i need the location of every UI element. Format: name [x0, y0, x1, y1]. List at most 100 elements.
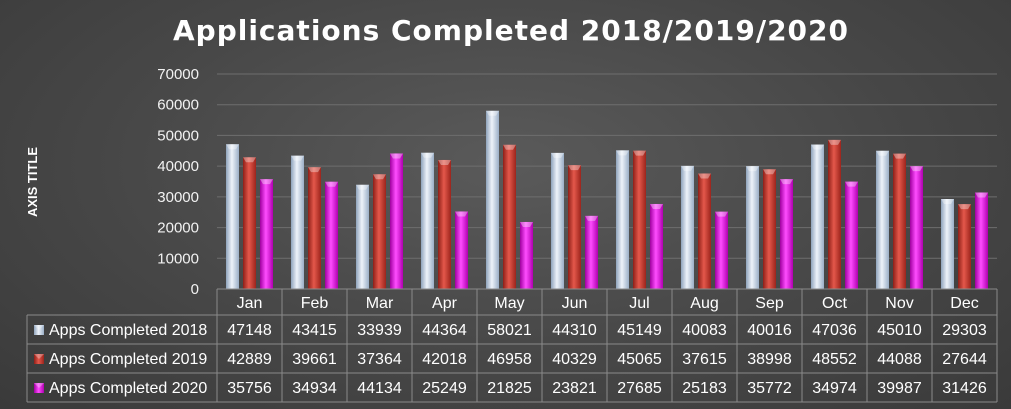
bar-bevel: [390, 153, 403, 159]
legend-key-bevel: [34, 325, 44, 330]
table-cell-2-feb: 39661: [292, 351, 337, 368]
bar-bevel: [698, 173, 711, 179]
table-cell-3-sep: 35772: [747, 380, 792, 397]
table-cell-3-dec: 31426: [942, 380, 987, 397]
x-tick-label-sep: Sep: [755, 295, 784, 312]
bar-body: [551, 152, 564, 289]
bar-bevel: [715, 211, 728, 217]
bar-body: [243, 157, 256, 289]
table-cell-3-mar: 44134: [357, 380, 402, 397]
bar-body: [811, 144, 824, 289]
bar-bevel: [633, 150, 646, 156]
bar-bevel: [308, 167, 321, 173]
legend-entry-3: Apps Completed 2020: [49, 380, 207, 397]
bar-body: [845, 181, 858, 289]
bar-apps-completed-2019-jan: [243, 157, 256, 289]
bar-apps-completed-2020-jul: [650, 203, 663, 289]
bar-body: [893, 153, 906, 289]
bar-apps-completed-2018-nov: [876, 150, 889, 289]
table-cell-2-aug: 37615: [682, 351, 727, 368]
bar-bevel: [763, 169, 776, 175]
bar-bevel: [503, 144, 516, 150]
table-cell-1-aug: 40083: [682, 322, 727, 339]
x-tick-label-aug: Aug: [690, 295, 718, 312]
bar-apps-completed-2018-jul: [616, 150, 629, 289]
bar-body: [910, 166, 923, 289]
x-tick-label-oct: Oct: [822, 295, 847, 312]
legend-key-2: [34, 354, 44, 364]
bar-apps-completed-2020-may: [520, 221, 533, 289]
bar-body: [438, 159, 451, 289]
bar-apps-completed-2019-mar: [373, 174, 386, 289]
y-tick-label-7: 70000: [157, 66, 199, 83]
bar-apps-completed-2018-aug: [681, 165, 694, 289]
legend-entry-1: Apps Completed 2018: [49, 322, 207, 339]
x-tick-label-feb: Feb: [301, 295, 329, 312]
bar-apps-completed-2019-feb: [308, 167, 321, 289]
table-cell-3-jul: 27685: [617, 380, 662, 397]
bar-body: [958, 204, 971, 289]
y-axis-label: AXIS TITLE: [25, 147, 40, 217]
bar-apps-completed-2020-feb: [325, 181, 338, 289]
bar-body: [226, 144, 239, 289]
bar-body: [780, 179, 793, 289]
x-tick-label-may: May: [494, 295, 524, 312]
bar-body: [698, 173, 711, 289]
legend-key-bevel: [34, 354, 44, 359]
bar-apps-completed-2019-nov: [893, 153, 906, 289]
bar-body: [941, 198, 954, 289]
table-cell-2-jun: 40329: [552, 351, 597, 368]
bar-body: [308, 167, 321, 289]
x-tick-label-apr: Apr: [432, 295, 458, 312]
table-cell-2-may: 46958: [487, 351, 532, 368]
bar-apps-completed-2020-aug: [715, 211, 728, 289]
bar-body: [585, 215, 598, 289]
bar-body: [520, 221, 533, 289]
bar-apps-completed-2019-oct: [828, 139, 841, 289]
bar-body: [975, 192, 988, 289]
bar-bevel: [568, 165, 581, 171]
y-tick-label-6: 60000: [157, 97, 199, 114]
x-tick-label-jul: Jul: [629, 295, 649, 312]
bar-body: [291, 155, 304, 289]
table-cell-1-nov: 45010: [877, 322, 922, 339]
y-tick-label-5: 50000: [157, 127, 199, 144]
table-cell-1-oct: 47036: [812, 322, 857, 339]
bar-bevel: [975, 192, 988, 198]
bar-bevel: [260, 179, 273, 185]
table-cell-2-sep: 38998: [747, 351, 792, 368]
bar-bevel: [373, 174, 386, 180]
table-cell-1-may: 58021: [487, 322, 532, 339]
x-tick-label-dec: Dec: [950, 295, 978, 312]
table-cell-3-nov: 39987: [877, 380, 922, 397]
legend-key-1: [34, 325, 44, 335]
table-cell-3-oct: 34974: [812, 380, 857, 397]
bar-body: [828, 139, 841, 289]
table-cell-3-apr: 25249: [422, 380, 467, 397]
bar-bevel: [421, 152, 434, 158]
bar-apps-completed-2020-sep: [780, 179, 793, 289]
bar-apps-completed-2018-feb: [291, 155, 304, 289]
table-cell-1-dec: 29303: [942, 322, 987, 339]
table-cell-2-jan: 42889: [227, 351, 272, 368]
bar-apps-completed-2018-may: [486, 110, 499, 290]
table-cell-3-may: 21825: [487, 380, 532, 397]
bar-body: [568, 165, 581, 289]
bar-bevel: [650, 203, 663, 209]
bar-bevel: [520, 221, 533, 227]
bar-bevel: [455, 211, 468, 217]
y-tick-label-4: 40000: [157, 158, 199, 175]
y-tick-label-0: 0: [191, 281, 199, 298]
bar-apps-completed-2019-apr: [438, 159, 451, 289]
y-tick-label-2: 20000: [157, 220, 199, 237]
bar-apps-completed-2018-jan: [226, 144, 239, 289]
chart-title: Applications Completed 2018/2019/2020: [173, 14, 849, 47]
x-tick-label-jan: Jan: [237, 295, 263, 312]
table-cell-2-jul: 45065: [617, 351, 662, 368]
bar-bevel: [356, 184, 369, 190]
bar-bevel: [811, 144, 824, 150]
legend-key-box: [34, 383, 44, 393]
bar-bevel: [845, 181, 858, 187]
bar-apps-completed-2020-nov: [910, 166, 923, 289]
